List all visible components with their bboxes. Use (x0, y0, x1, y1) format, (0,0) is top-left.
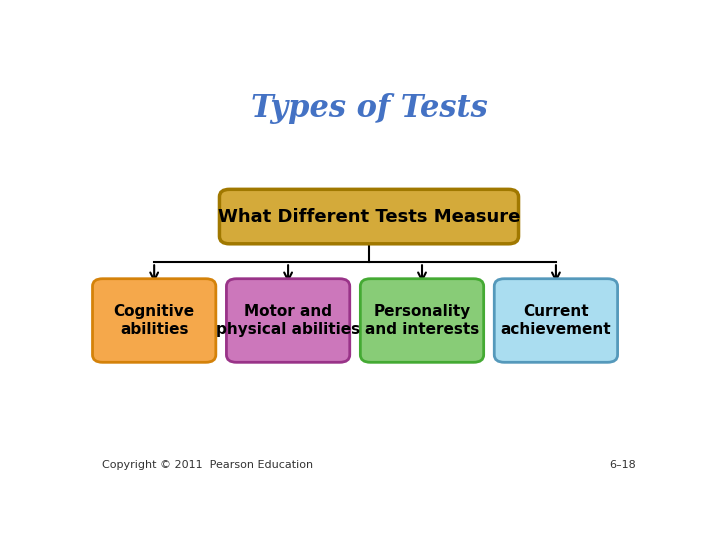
Text: Types of Tests: Types of Tests (251, 93, 487, 124)
Text: Motor and
physical abilities: Motor and physical abilities (216, 305, 360, 337)
Text: Copyright © 2011  Pearson Education: Copyright © 2011 Pearson Education (102, 460, 313, 470)
Text: 6–18: 6–18 (609, 460, 636, 470)
FancyBboxPatch shape (494, 279, 618, 362)
FancyBboxPatch shape (92, 279, 216, 362)
Text: Personality
and interests: Personality and interests (365, 305, 479, 337)
Text: Current
achievement: Current achievement (500, 305, 611, 337)
FancyBboxPatch shape (226, 279, 350, 362)
Text: What Different Tests Measure: What Different Tests Measure (218, 207, 520, 226)
FancyBboxPatch shape (220, 190, 518, 244)
Text: Cognitive
abilities: Cognitive abilities (114, 305, 194, 337)
FancyBboxPatch shape (360, 279, 484, 362)
